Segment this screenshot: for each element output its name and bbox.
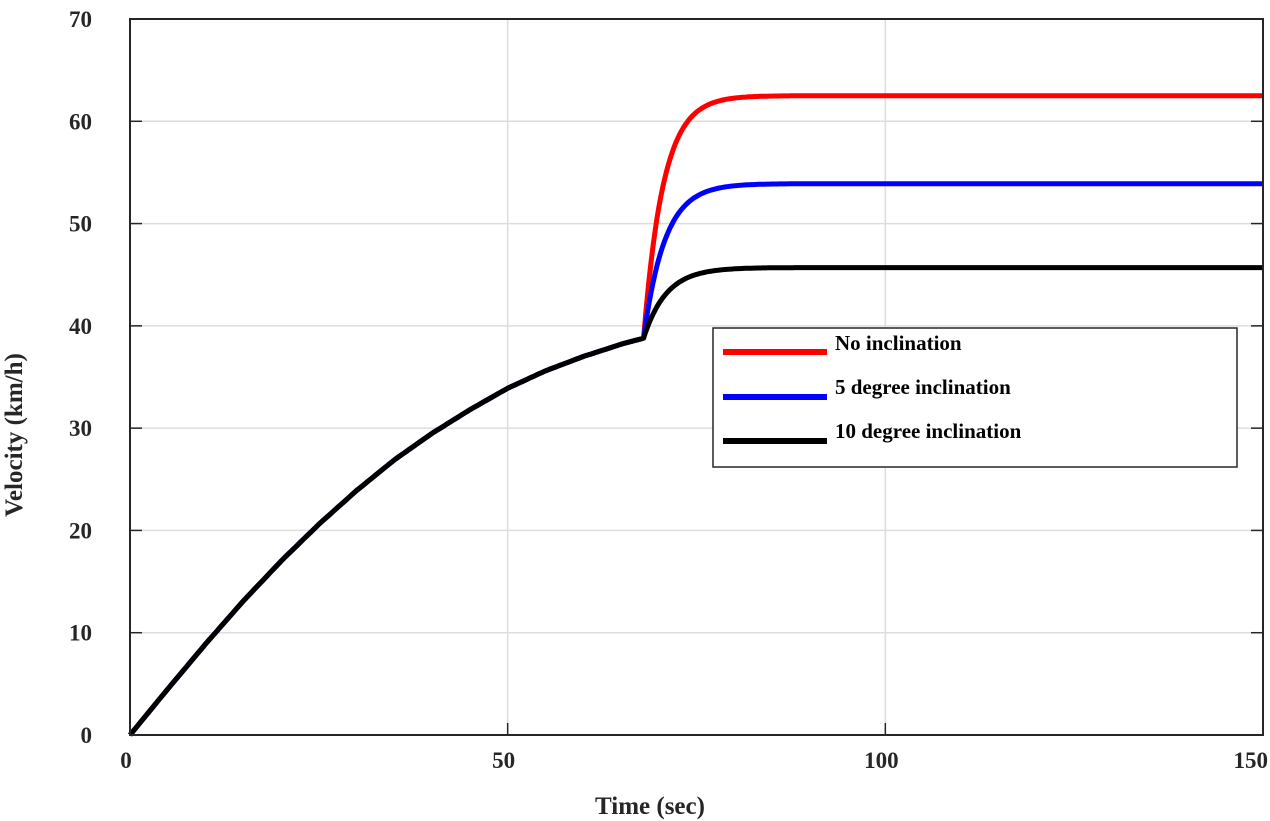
y-tick-label: 70 xyxy=(69,7,92,32)
legend-item-no-inclination: No inclination xyxy=(723,331,962,355)
x-tick-label: 150 xyxy=(1234,748,1269,773)
x-tick-label: 50 xyxy=(492,748,515,773)
series-line-10-degree-inclination xyxy=(128,265,1264,737)
x-axis-title: Time (sec) xyxy=(595,793,705,820)
legend-item-10-degree: 10 degree inclination xyxy=(723,419,1022,444)
y-axis-title: Velocity (km/h) xyxy=(1,353,28,517)
x-tick-label: 0 xyxy=(120,748,132,773)
grid-lines xyxy=(130,19,1263,735)
axis-ticks xyxy=(129,18,1264,736)
legend-item-5-degree: 5 degree inclination xyxy=(723,375,1011,400)
x-axis-tick-labels: 0 50 100 150 xyxy=(120,748,1268,773)
legend-label: No inclination xyxy=(835,331,962,355)
series-lines xyxy=(128,93,1264,737)
plot-area-frame xyxy=(129,18,1264,736)
y-tick-label: 0 xyxy=(81,723,93,748)
legend-label: 5 degree inclination xyxy=(835,375,1011,399)
y-tick-label: 30 xyxy=(69,416,92,441)
y-axis-tick-labels: 0 10 20 30 40 50 60 70 xyxy=(69,7,92,748)
legend-label: 10 degree inclination xyxy=(835,419,1022,443)
y-tick-label: 60 xyxy=(69,109,92,134)
legend: No inclination 5 degree inclination 10 d… xyxy=(712,327,1238,468)
x-tick-label: 100 xyxy=(864,748,899,773)
y-tick-label: 40 xyxy=(69,314,92,339)
y-tick-label: 20 xyxy=(69,518,92,543)
y-tick-label: 10 xyxy=(69,621,92,646)
y-tick-label: 50 xyxy=(69,212,92,237)
